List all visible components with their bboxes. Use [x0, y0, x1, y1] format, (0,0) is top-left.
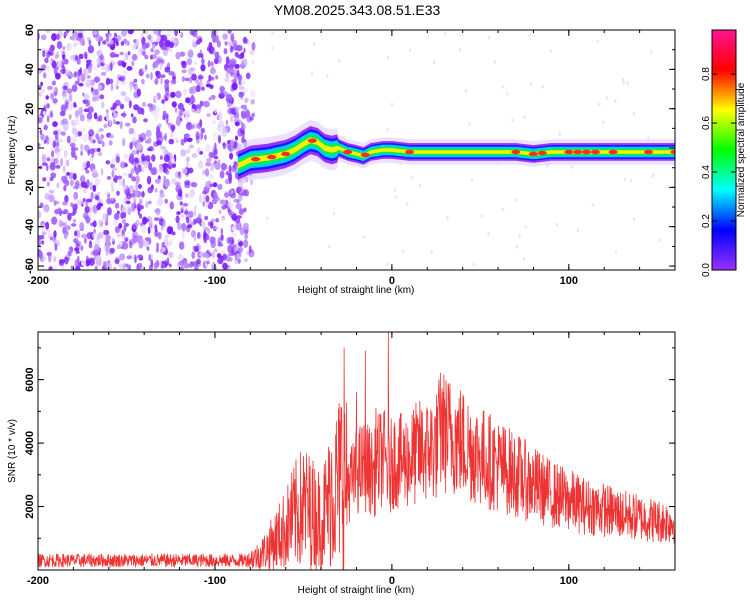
svg-text:100: 100 [560, 575, 578, 587]
svg-text:-20: -20 [24, 179, 36, 195]
svg-text:0.8: 0.8 [701, 67, 712, 81]
snr-series-line [38, 332, 675, 570]
svg-text:0: 0 [389, 275, 395, 287]
colorbar-ticks: 0.0 0.2 0.4 0.6 0.8 [701, 67, 736, 277]
spectrogram-panel: -200 -100 0 100 60 40 20 0 -20 -40 -60 Height of s… [7, 24, 676, 296]
snr-y-axis-label: SNR (10 * v/v) [7, 419, 18, 483]
colorbar-scale [711, 29, 737, 271]
svg-text:-200: -200 [27, 575, 49, 587]
svg-text:0.6: 0.6 [701, 116, 712, 130]
svg-text:6000: 6000 [24, 367, 36, 391]
snr-panel: -200 -100 0 100 2000 4000 6000 Height of strai… [7, 331, 676, 596]
svg-text:-100: -100 [204, 575, 226, 587]
colorbar-label: Normalized spectral amplitude [736, 82, 747, 217]
svg-text:100: 100 [560, 275, 578, 287]
svg-text:0: 0 [389, 575, 395, 587]
frequency-ridge [237, 119, 675, 187]
svg-text:40: 40 [24, 63, 36, 75]
svg-text:0.0: 0.0 [701, 263, 712, 277]
svg-text:0.2: 0.2 [701, 214, 712, 228]
svg-text:-200: -200 [27, 275, 49, 287]
svg-text:4000: 4000 [24, 431, 36, 455]
svg-text:2000: 2000 [24, 494, 36, 518]
svg-text:-100: -100 [204, 275, 226, 287]
svg-text:60: 60 [24, 24, 36, 36]
spectrogram-y-axis-label: Frequency (Hz) [7, 116, 18, 185]
svg-text:-60: -60 [24, 258, 36, 274]
spectrogram-ticks: -200 -100 0 100 60 40 20 0 -20 -40 -60 [24, 24, 676, 287]
snr-x-axis-label: Height of straight line (km) [298, 585, 415, 596]
colorbar: 0.0 0.2 0.4 0.6 0.8 Normalized spectral ampl… [701, 29, 747, 277]
spectrogram-x-axis-label: Height of straight line (km) [298, 285, 415, 296]
snr-ticks: -200 -100 0 100 2000 4000 6000 [24, 332, 676, 587]
svg-text:0.4: 0.4 [701, 165, 712, 179]
svg-text:-40: -40 [24, 219, 36, 235]
svg-text:0: 0 [24, 145, 36, 151]
figure-title: YM08.2025.343.08.51.E33 [274, 2, 441, 18]
svg-text:20: 20 [24, 103, 36, 115]
